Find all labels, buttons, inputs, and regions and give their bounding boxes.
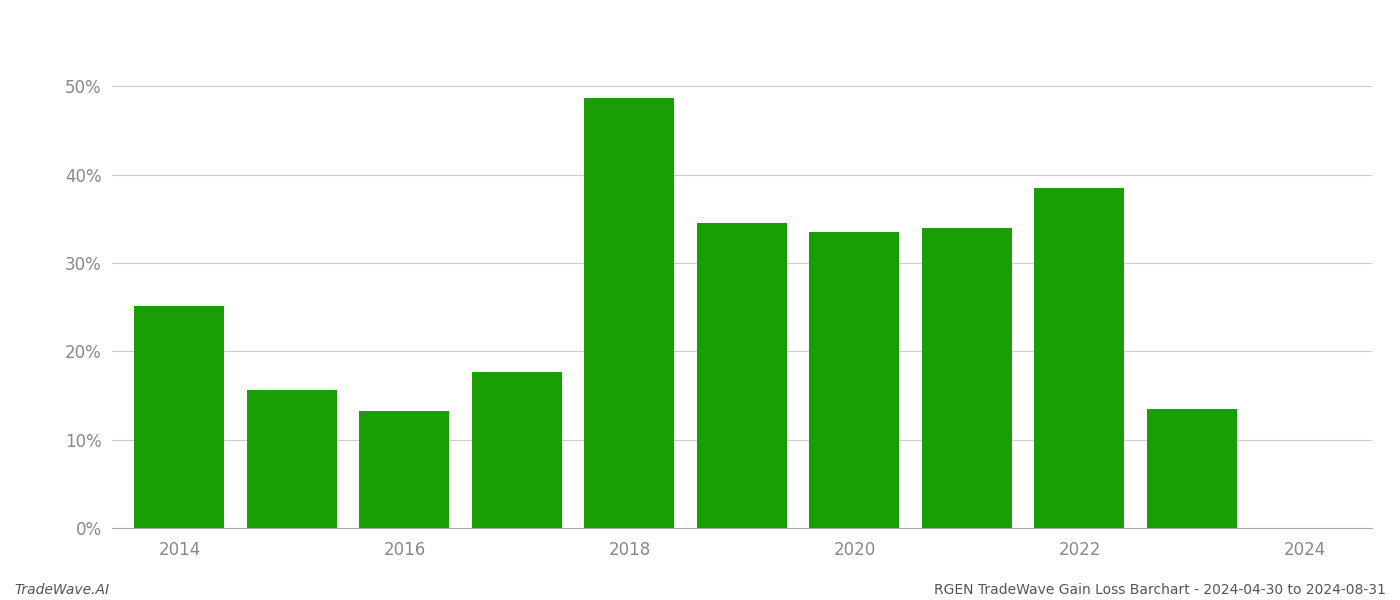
Bar <box>1035 188 1124 528</box>
Text: TradeWave.AI: TradeWave.AI <box>14 583 109 597</box>
Bar <box>134 306 224 528</box>
Text: RGEN TradeWave Gain Loss Barchart - 2024-04-30 to 2024-08-31: RGEN TradeWave Gain Loss Barchart - 2024… <box>934 583 1386 597</box>
Bar <box>246 390 337 528</box>
Bar <box>584 98 675 528</box>
Bar <box>809 232 899 528</box>
Bar <box>1147 409 1238 528</box>
Bar <box>472 373 561 528</box>
Bar <box>923 227 1012 528</box>
Bar <box>360 412 449 528</box>
Bar <box>697 223 787 528</box>
